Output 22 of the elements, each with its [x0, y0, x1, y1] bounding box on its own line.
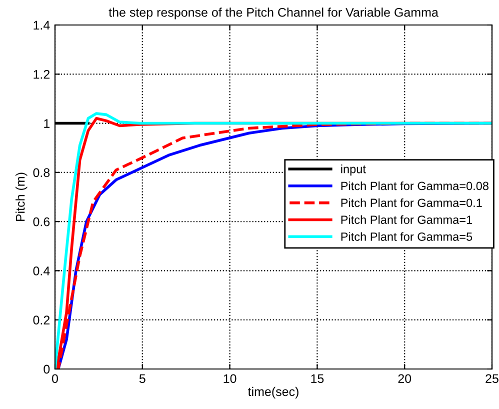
legend-label: input [341, 164, 366, 176]
y-tick-label: 0.8 [33, 168, 50, 178]
chart-title: the step response of the Pitch Channel for Variable Gamma [108, 8, 438, 20]
y-tick-label: 1.4 [34, 20, 50, 30]
x-tick-label: 0 [52, 374, 58, 384]
y-tick-label: 0.2 [33, 316, 50, 325]
y-tick-label: 0.6 [33, 217, 50, 226]
x-tick-label: 25 [486, 374, 498, 384]
y-axis-title: Pitch (m) [16, 172, 28, 221]
y-tick-label: 0.4 [33, 266, 50, 276]
legend-label: Pitch Plant for Gamma=1 [341, 215, 472, 224]
y-tick-label: 1 [44, 119, 50, 128]
legend-label: Pitch Plant for Gamma=0.1 [341, 198, 482, 208]
legend-label: Pitch Plant for Gamma=5 [341, 232, 472, 241]
x-tick-label: 5 [139, 374, 146, 384]
y-tick-label: 0 [44, 364, 50, 374]
x-tick-label: 10 [224, 374, 236, 384]
x-tick-label: 20 [398, 374, 412, 384]
x-axis-title: time(sec) [248, 386, 298, 399]
legend-label: Pitch Plant for Gamma=0.08 [341, 181, 488, 190]
x-tick-label: 15 [311, 374, 324, 384]
y-tick-label: 1.2 [34, 70, 50, 79]
